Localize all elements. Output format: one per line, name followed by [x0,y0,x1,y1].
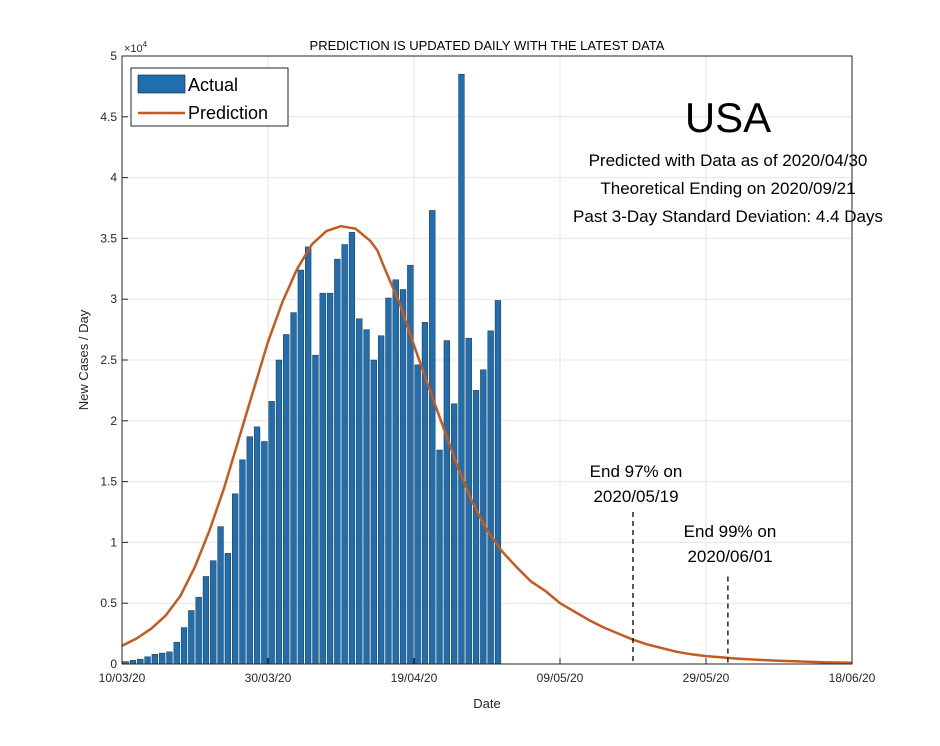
actual-bar [232,493,239,665]
y-tick-label: 3 [110,292,117,306]
actual-bar [151,654,158,665]
y-tick-label: 2.5 [100,353,117,367]
actual-bar [312,354,319,665]
actual-bar [443,340,450,665]
actual-bar [451,403,458,665]
y-axis-ticks: 0 0.5 1 1.5 2 2.5 3 3.5 4 4.5 5 [100,49,128,671]
actual-bar [166,651,173,665]
x-tick-label: 19/04/20 [391,671,438,685]
actual-bar [261,441,268,665]
x-tick-label: 18/06/20 [829,671,876,685]
y-tick-label: 0 [110,657,117,671]
x-axis-ticks: 10/03/20 30/03/20 19/04/20 09/05/20 29/05/20… [99,658,876,685]
actual-bar [326,292,334,665]
actual-bar [436,449,443,665]
legend: Actual Prediction [130,67,289,127]
actual-bar [173,641,180,665]
actual-bar [253,426,261,665]
y-tick-label: 3.5 [100,231,117,245]
y-tick-label: 1.5 [100,475,117,489]
actual-bar [487,330,494,665]
actual-bar [385,297,392,665]
actual-bar [414,364,421,665]
x-axis-label: Date [473,696,500,711]
actual-bar [275,359,283,665]
actual-bar [341,244,348,665]
actual-bar [348,232,356,665]
actual-bar [429,210,436,665]
y-axis-label: New Cases / Day [76,309,91,410]
actual-bar [283,334,290,665]
actual-bar [129,660,137,665]
actual-bar [378,335,385,665]
actual-bar [334,258,341,665]
actual-bar [370,359,377,665]
legend-prediction-label: Prediction [188,103,268,123]
x-tick-label: 09/05/20 [537,671,584,685]
y-tick-label: 4.5 [100,110,117,124]
actual-bar [319,292,326,665]
actual-bar [159,652,166,665]
x-tick-label: 30/03/20 [245,671,292,685]
y-tick-label: 1 [110,535,117,549]
actual-bar [224,553,231,665]
actual-bar [144,656,151,665]
x-tick-label: 29/05/20 [683,671,730,685]
actual-bar [305,246,312,665]
actual-bar [217,526,224,665]
marker-97-label-line2: 2020/05/19 [593,487,678,506]
actual-bar [458,74,465,665]
marker-99-label-line1: End 99% on [684,522,777,541]
actual-bar [392,279,399,665]
actual-bar [210,560,217,665]
actual-bar [268,401,275,665]
actual-bar [356,318,363,665]
y-tick-label: 5 [110,49,117,63]
actual-bar [399,289,407,665]
legend-actual-swatch [137,74,186,94]
actual-bar [290,312,297,665]
y-tick-label: 2 [110,414,117,428]
info-line-std-dev: Past 3-Day Standard Deviation: 4.4 Days [573,207,883,226]
x-tick-label: 10/03/20 [99,671,146,685]
country-label: USA [685,94,771,141]
actual-bar [494,300,502,665]
actual-bar [188,610,195,665]
y-tick-label: 4 [110,171,117,185]
y-exponent-label: ×104 [124,40,148,55]
actual-bar [363,329,370,665]
end-markers [632,512,729,664]
marker-97-label-line1: End 97% on [590,462,683,481]
chart-title: PREDICTION IS UPDATED DAILY WITH THE LAT… [310,38,665,53]
actual-bar [239,459,246,665]
legend-actual-label: Actual [188,75,238,95]
actual-bar [195,596,202,665]
actual-bar [246,436,253,665]
info-line-ending: Theoretical Ending on 2020/09/21 [600,179,855,198]
y-tick-label: 0.5 [100,596,117,610]
actual-bar [297,269,304,665]
actual-bar [137,658,144,665]
marker-99-label-line2: 2020/06/01 [687,547,772,566]
actual-bar [202,576,210,665]
actual-bar [180,627,188,665]
actual-bar [472,390,480,665]
actual-bars [122,74,502,665]
info-line-data-date: Predicted with Data as of 2020/04/30 [589,151,868,170]
